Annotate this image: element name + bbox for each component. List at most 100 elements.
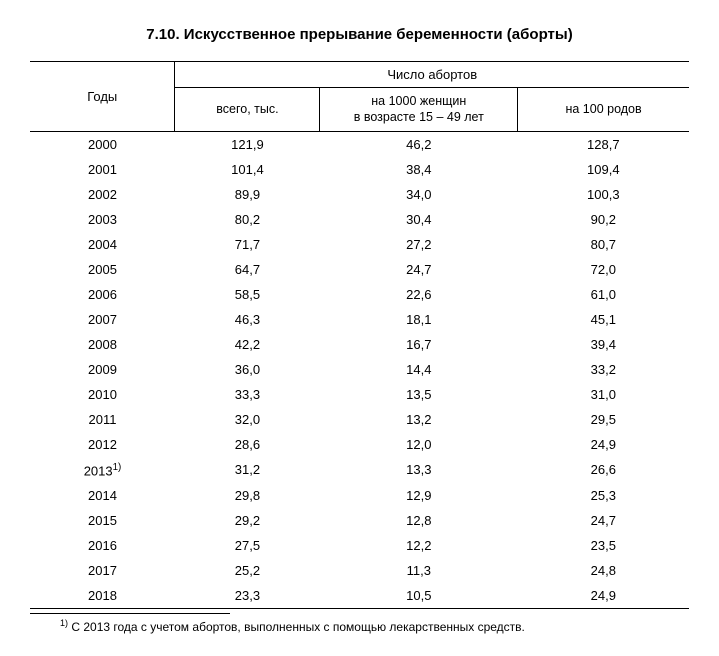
cell-c3: 39,4 [518, 332, 689, 357]
cell-c3: 24,9 [518, 583, 689, 609]
cell-c2: 24,7 [320, 257, 518, 282]
cell-year: 2018 [30, 583, 175, 609]
cell-c1: 42,2 [175, 332, 320, 357]
cell-c3: 128,7 [518, 131, 689, 157]
header-col1: всего, тыс. [175, 88, 320, 132]
cell-c3: 90,2 [518, 207, 689, 232]
cell-year: 2002 [30, 182, 175, 207]
cell-c1: 64,7 [175, 257, 320, 282]
cell-c3: 100,3 [518, 182, 689, 207]
cell-c1: 80,2 [175, 207, 320, 232]
cell-c2: 14,4 [320, 357, 518, 382]
cell-c3: 24,9 [518, 432, 689, 457]
cell-c2: 27,2 [320, 232, 518, 257]
table-row: 201823,310,524,9 [30, 583, 689, 609]
cell-c1: 31,2 [175, 457, 320, 483]
cell-c2: 13,5 [320, 382, 518, 407]
table-row: 200289,934,0100,3 [30, 182, 689, 207]
cell-c1: 28,6 [175, 432, 320, 457]
cell-c3: 31,0 [518, 382, 689, 407]
cell-year: 2017 [30, 558, 175, 583]
header-col2-line1: на 1000 женщин [371, 94, 466, 108]
cell-c2: 22,6 [320, 282, 518, 307]
cell-c2: 38,4 [320, 157, 518, 182]
cell-c2: 34,0 [320, 182, 518, 207]
cell-c2: 13,3 [320, 457, 518, 483]
table-title: 7.10. Искусственное прерывание беременно… [30, 26, 689, 43]
cell-year: 2012 [30, 432, 175, 457]
cell-year: 2004 [30, 232, 175, 257]
cell-c3: 45,1 [518, 307, 689, 332]
cell-c3: 23,5 [518, 533, 689, 558]
cell-c1: 121,9 [175, 131, 320, 157]
cell-year: 2006 [30, 282, 175, 307]
cell-c1: 27,5 [175, 533, 320, 558]
cell-year: 2008 [30, 332, 175, 357]
table-row: 201033,313,531,0 [30, 382, 689, 407]
cell-c3: 24,8 [518, 558, 689, 583]
table-row: 200842,216,739,4 [30, 332, 689, 357]
cell-c1: 58,5 [175, 282, 320, 307]
cell-year: 2010 [30, 382, 175, 407]
cell-year: 2005 [30, 257, 175, 282]
table-row: 201529,212,824,7 [30, 508, 689, 533]
cell-year: 2015 [30, 508, 175, 533]
cell-c2: 10,5 [320, 583, 518, 609]
table-row: 201132,013,229,5 [30, 407, 689, 432]
cell-c2: 18,1 [320, 307, 518, 332]
cell-c2: 12,9 [320, 483, 518, 508]
cell-c3: 33,2 [518, 357, 689, 382]
table-row: 200658,522,661,0 [30, 282, 689, 307]
cell-year: 2000 [30, 131, 175, 157]
cell-c3: 61,0 [518, 282, 689, 307]
table-row: 200564,724,772,0 [30, 257, 689, 282]
cell-c1: 23,3 [175, 583, 320, 609]
table-row: 201725,211,324,8 [30, 558, 689, 583]
cell-year: 2003 [30, 207, 175, 232]
footnote-marker: 1) [60, 618, 68, 628]
abortions-table: Годы Число абортов всего, тыс. на 1000 ж… [30, 61, 689, 609]
table-row: 201627,512,223,5 [30, 533, 689, 558]
cell-c1: 71,7 [175, 232, 320, 257]
header-col2-line2: в возрасте 15 – 49 лет [354, 110, 484, 124]
footnote-text: С 2013 года с учетом абортов, выполненны… [68, 620, 525, 634]
table-row: 201429,812,925,3 [30, 483, 689, 508]
cell-c1: 29,8 [175, 483, 320, 508]
table-row: 200936,014,433,2 [30, 357, 689, 382]
table-row: 200746,318,145,1 [30, 307, 689, 332]
footnote: 1) С 2013 года с учетом абортов, выполне… [60, 618, 689, 634]
cell-c3: 72,0 [518, 257, 689, 282]
cell-year: 2011 [30, 407, 175, 432]
cell-c1: 29,2 [175, 508, 320, 533]
cell-c3: 26,6 [518, 457, 689, 483]
cell-year: 2001 [30, 157, 175, 182]
cell-c1: 33,3 [175, 382, 320, 407]
cell-year: 20131) [30, 457, 175, 483]
cell-year: 2009 [30, 357, 175, 382]
header-col2: на 1000 женщин в возрасте 15 – 49 лет [320, 88, 518, 132]
table-row: 200471,727,280,7 [30, 232, 689, 257]
cell-year: 2007 [30, 307, 175, 332]
cell-c2: 12,8 [320, 508, 518, 533]
cell-c3: 24,7 [518, 508, 689, 533]
table-row: 20131)31,213,326,6 [30, 457, 689, 483]
cell-c1: 101,4 [175, 157, 320, 182]
table-row: 2001101,438,4109,4 [30, 157, 689, 182]
footnote-separator [30, 613, 230, 614]
cell-c1: 25,2 [175, 558, 320, 583]
cell-c3: 25,3 [518, 483, 689, 508]
table-row: 200380,230,490,2 [30, 207, 689, 232]
header-group: Число абортов [175, 62, 689, 88]
cell-c1: 46,3 [175, 307, 320, 332]
cell-c2: 11,3 [320, 558, 518, 583]
table-row: 201228,612,024,9 [30, 432, 689, 457]
cell-c3: 80,7 [518, 232, 689, 257]
header-years: Годы [30, 62, 175, 132]
cell-c2: 13,2 [320, 407, 518, 432]
cell-c2: 30,4 [320, 207, 518, 232]
cell-c3: 109,4 [518, 157, 689, 182]
cell-c2: 12,2 [320, 533, 518, 558]
cell-c1: 36,0 [175, 357, 320, 382]
cell-c1: 89,9 [175, 182, 320, 207]
cell-year: 2016 [30, 533, 175, 558]
